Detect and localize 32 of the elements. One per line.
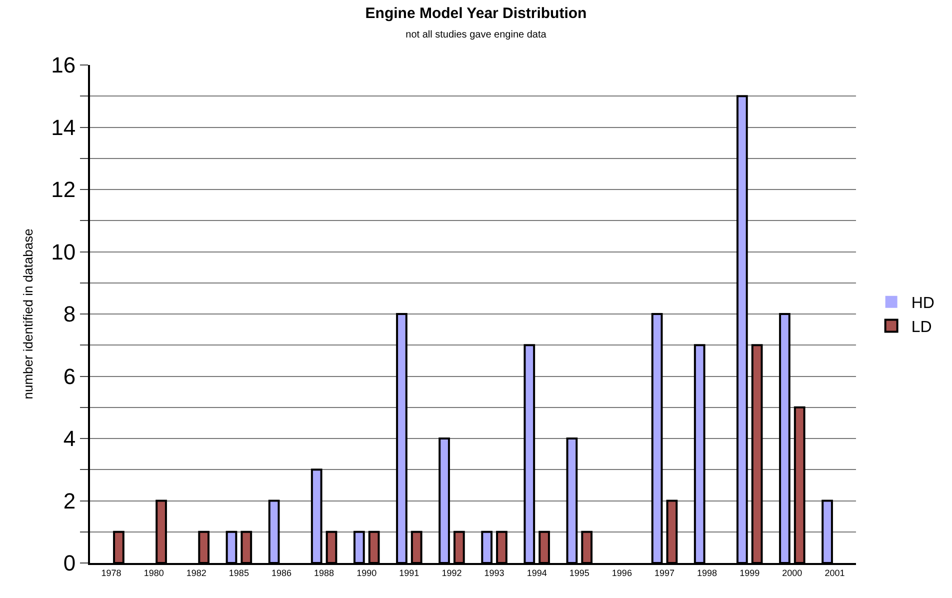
x-tick-label: 1990 [356,568,377,578]
legend-label: HD [911,295,934,312]
x-tick-label: 1982 [186,568,206,578]
y-tick-label: 8 [63,302,76,327]
x-tick-label: 1998 [697,568,718,578]
y-tick-label: 10 [51,239,76,264]
y-tick-label: 14 [51,114,76,140]
x-tick-label: 1999 [740,568,760,578]
x-tick-label: 1986 [271,568,292,578]
y-tick-label: 6 [63,364,76,389]
x-tick-label: 1978 [101,568,122,578]
y-tick-label: 16 [51,52,76,78]
chart-title: Engine Model Year Distribution [365,4,587,22]
x-tick-label: 2001 [824,568,845,578]
y-tick-label: 4 [63,426,76,452]
y-tick-label: 0 [63,550,76,576]
x-tick-label: 1995 [569,568,590,578]
legend-label: LD [911,318,932,336]
chart-subtitle: not all studies gave engine data [406,29,547,40]
x-tick-label: 1993 [484,568,504,578]
y-tick-label: 12 [51,177,76,202]
x-tick-label: 1980 [144,568,164,578]
x-tick-label: 1991 [399,568,420,578]
y-axis-title: number identified in database [20,228,36,400]
x-tick-label: 1997 [654,568,675,578]
y-tick-label: 2 [63,488,76,514]
x-tick-label: 1996 [612,568,632,578]
x-tick-label: 1992 [442,568,462,578]
x-tick-label: 1988 [314,568,334,578]
x-tick-label: 1985 [228,568,249,578]
x-tick-label: 2000 [782,568,802,578]
x-tick-label: 1994 [526,568,547,578]
